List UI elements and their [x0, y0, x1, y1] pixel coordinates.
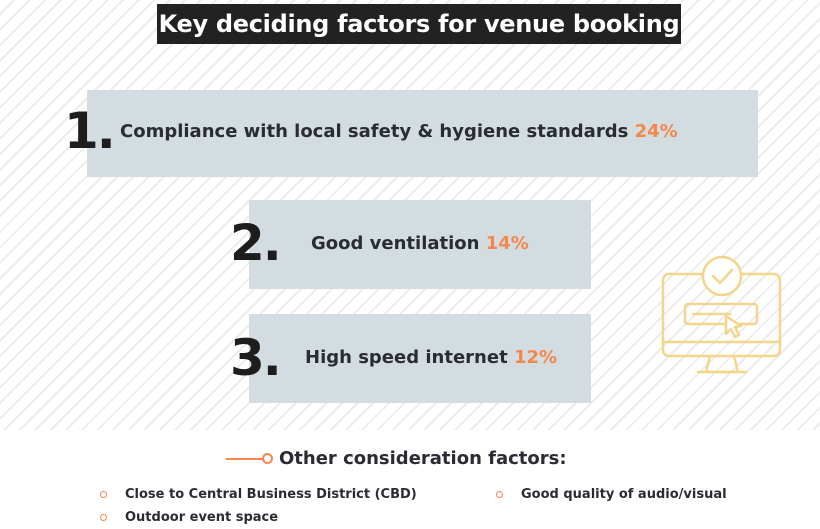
heading-line-decoration: [226, 457, 262, 460]
other-factor-item: Outdoor event space: [100, 510, 278, 525]
computer-check-icon: [660, 254, 785, 379]
factor-2-label: Good ventilation 14%: [311, 233, 529, 254]
page-title: Key deciding factors for venue booking: [157, 4, 681, 44]
factor-2-percent: 14%: [485, 233, 529, 254]
factor-3-rank: 3.: [230, 329, 282, 387]
factor-1-percent: 24%: [634, 121, 678, 142]
factor-1-text: Compliance with local safety & hygiene s…: [120, 121, 629, 142]
other-factor-label: Close to Central Business District (CBD): [125, 487, 417, 502]
bullet-icon: [496, 491, 503, 498]
factor-2-box: [249, 200, 591, 289]
factor-2-rank: 2.: [230, 214, 282, 272]
other-factor-label: Good quality of audio/visual: [521, 487, 727, 502]
factor-2-text: Good ventilation: [311, 233, 480, 254]
factor-3-label: High speed internet 12%: [305, 347, 557, 368]
other-factors-heading: Other consideration factors:: [226, 448, 567, 469]
bullet-icon: [100, 514, 107, 521]
other-factors-title: Other consideration factors:: [279, 448, 567, 469]
factor-3-percent: 12%: [513, 347, 558, 368]
factor-3-box: [249, 314, 591, 403]
factor-3-text: High speed internet: [305, 347, 508, 368]
bullet-icon: [100, 491, 107, 498]
other-factor-item: Close to Central Business District (CBD): [100, 487, 417, 502]
other-factor-item: Good quality of audio/visual: [496, 487, 727, 502]
factor-1-box: [87, 90, 758, 177]
factor-1-label: Compliance with local safety & hygiene s…: [120, 121, 678, 142]
other-factor-label: Outdoor event space: [125, 510, 279, 525]
heading-circle-decoration: [262, 453, 273, 464]
factor-1-rank: 1.: [64, 102, 116, 160]
